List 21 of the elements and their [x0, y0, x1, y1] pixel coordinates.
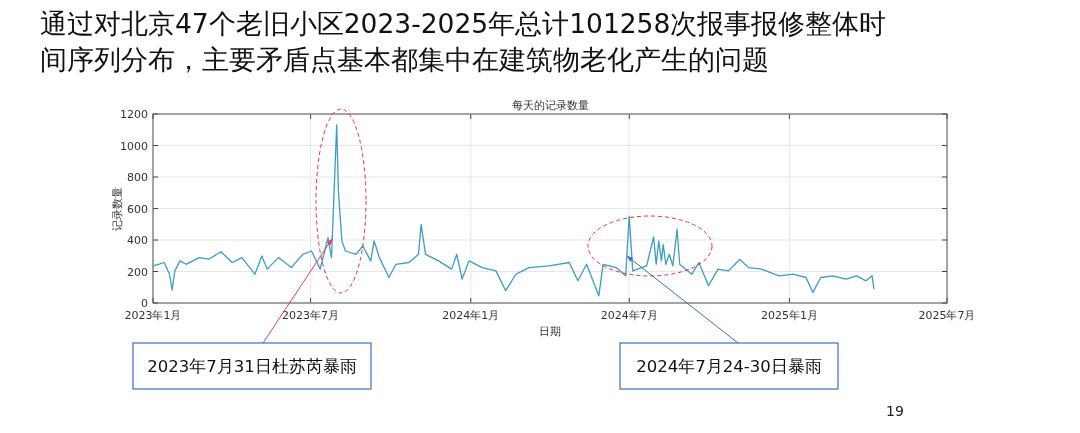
- x-tick-label: 2023年7月: [282, 309, 340, 322]
- y-tick-label: 600: [127, 202, 148, 216]
- y-tick-label: 400: [127, 234, 148, 247]
- line-series: [152, 124, 875, 297]
- y-tick-label: 1000: [120, 139, 148, 153]
- y-tick-label: 1200: [120, 108, 148, 121]
- x-axis-title: 日期: [539, 325, 561, 338]
- y-tick-label: 800: [127, 171, 148, 184]
- x-tick-label: 2024年7月: [600, 309, 658, 322]
- y-axis-title: 记录数量: [111, 186, 124, 231]
- y-tick-label: 200: [127, 265, 148, 279]
- annotation: 2023年7月31日杜苏芮暴雨: [147, 357, 357, 376]
- chart-title: 通过对北京47个老旧小区2023-2025年总计101258次报事报修整体时间序列分布，主要矛盾点基本都集中在建筑物老化产生的问题: [40, 7, 888, 77]
- x-tick-label: 2023年1月: [124, 309, 182, 322]
- x-tick-label: 2024年1月: [442, 309, 500, 322]
- y-tick-label: 0: [141, 297, 148, 310]
- x-tick-label: 2025年7月: [918, 309, 976, 322]
- chart-subtitle: 每天的记录数量: [511, 99, 589, 112]
- text: 19: [886, 403, 904, 419]
- annotation: 2024年7月24-30日暴雨: [636, 357, 822, 376]
- x-tick-label: 2025年1月: [760, 309, 818, 322]
